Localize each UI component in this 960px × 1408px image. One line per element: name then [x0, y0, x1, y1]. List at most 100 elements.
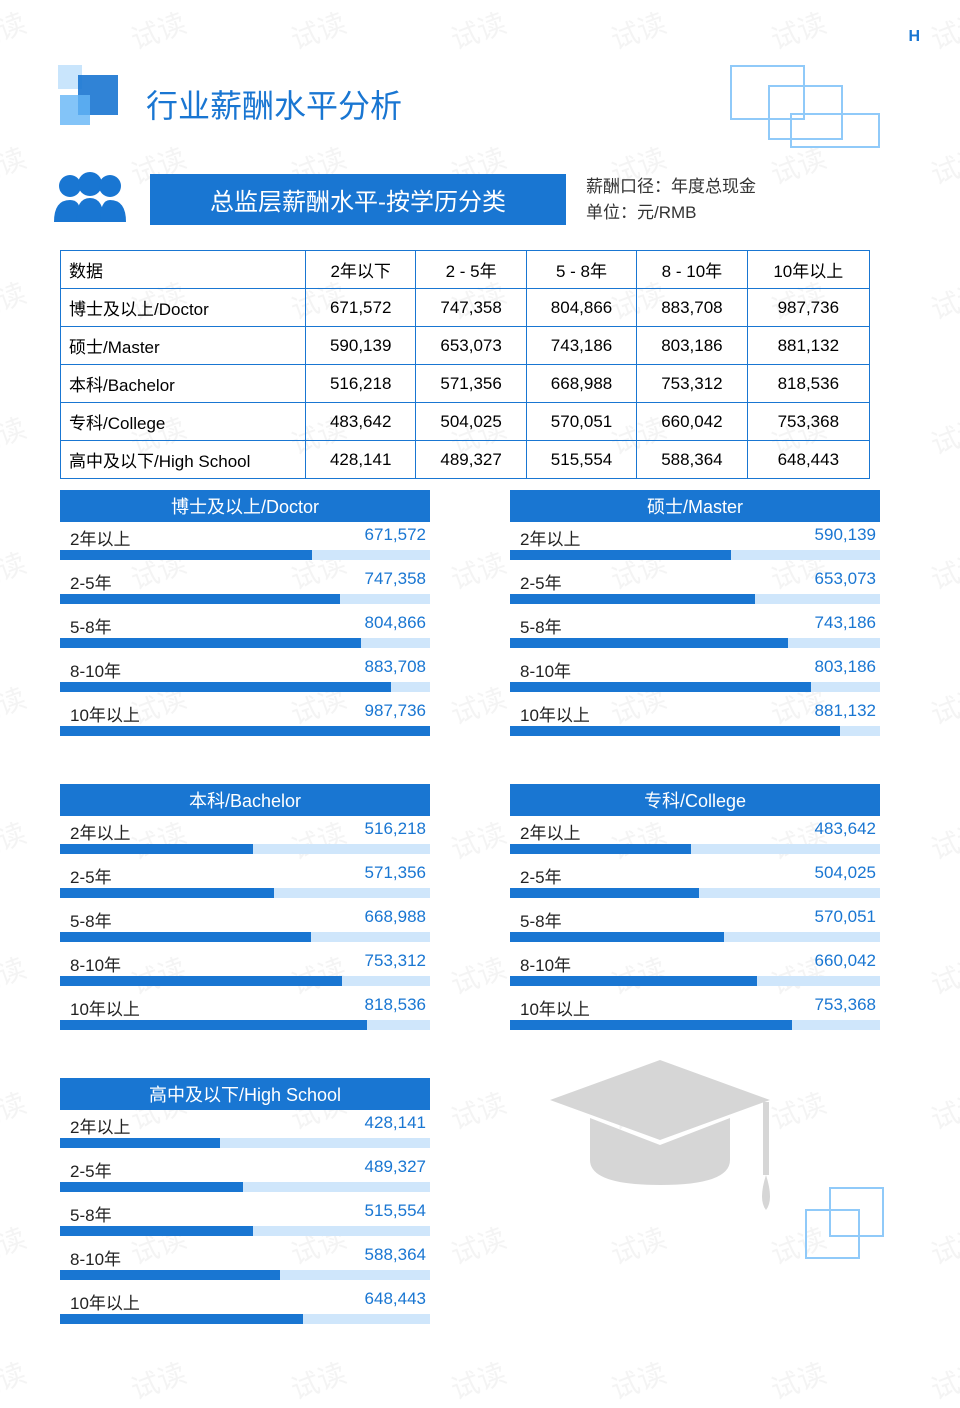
- bar-label: 5-8年: [70, 1201, 112, 1226]
- bar-card: 本科/Bachelor2年以上516,2182-5年571,356 5-8年 668…: [60, 784, 430, 1036]
- bar-fill: [60, 682, 391, 692]
- bar-fill: [510, 638, 788, 648]
- bar-row: 5-8年 570,051: [510, 904, 880, 948]
- bar-value: 747,358: [365, 569, 426, 589]
- subtitle-row: 总监层薪酬水平-按学历分类 薪酬口径：年度总现金 单位：元/RMB: [50, 172, 900, 227]
- bar-label: 5-8年: [520, 907, 562, 932]
- header-row: 行业薪酬水平分析: [50, 65, 900, 160]
- table-row: 本科/Bachelor516,218571,356668,988753,3128…: [61, 365, 870, 403]
- bar-value: 590,139: [815, 525, 876, 545]
- bar-row: 2年以上 428,141: [60, 1110, 430, 1154]
- people-icon: [50, 172, 130, 227]
- bar-fill: [60, 1182, 243, 1192]
- bar-value: 660,042: [815, 951, 876, 971]
- bar-fill: [510, 888, 699, 898]
- salary-table: 数据2年以下2 - 5年5 - 8年8 - 10年10年以上博士及以上/Doct…: [60, 250, 870, 479]
- squares-icon: [50, 65, 128, 143]
- card-title: 专科/College: [510, 784, 880, 816]
- bar-fill: [510, 594, 755, 604]
- bar-row: 8-10年753,312: [60, 948, 430, 992]
- bar-label: 2-5年: [70, 1157, 112, 1182]
- table-cell: 516,218: [306, 365, 416, 403]
- bar-value: 489,327: [365, 1157, 426, 1177]
- bar-fill: [510, 550, 731, 560]
- corner-marker: H: [908, 28, 920, 46]
- row-label: 硕士/Master: [61, 327, 306, 365]
- bar-row: 5-8年 668,988: [60, 904, 430, 948]
- row-label: 本科/Bachelor: [61, 365, 306, 403]
- table-cell: 428,141: [306, 441, 416, 479]
- subtitle-banner: 总监层薪酬水平-按学历分类: [150, 174, 566, 225]
- bar-row: 8-10年660,042: [510, 948, 880, 992]
- bar-row: 8-10年588,364: [60, 1242, 430, 1286]
- decor-bottom-squares-icon: [805, 1187, 905, 1277]
- decor-squares-icon: [700, 65, 900, 160]
- graduation-cap-icon: [530, 1040, 790, 1220]
- bar-fill: [60, 1270, 280, 1280]
- table-cell: 668,988: [526, 365, 636, 403]
- bar-row: 10年以上987,736: [60, 698, 430, 742]
- table-header-cell: 8 - 10年: [637, 251, 747, 289]
- meta-line-2: 单位：元/RMB: [586, 200, 756, 226]
- bar-fill: [60, 844, 253, 854]
- bar-fill: [510, 976, 757, 986]
- table-cell: 590,139: [306, 327, 416, 365]
- bar-label: 2年以上: [520, 525, 580, 550]
- table-header-cell: 2年以下: [306, 251, 416, 289]
- table-cell: 818,536: [747, 365, 869, 403]
- bar-label: 8-10年: [70, 657, 121, 682]
- bar-value: 653,073: [815, 569, 876, 589]
- bar-row: 2-5年571,356: [60, 860, 430, 904]
- row-label: 高中及以下/High School: [61, 441, 306, 479]
- table-cell: 747,358: [416, 289, 526, 327]
- bar-value: 515,554: [365, 1201, 426, 1221]
- bar-row: 2-5年 489,327: [60, 1154, 430, 1198]
- bar-label: 2-5年: [70, 863, 112, 888]
- bar-value: 883,708: [365, 657, 426, 677]
- bar-fill: [60, 1020, 367, 1030]
- bar-label: 10年以上: [520, 701, 590, 726]
- bar-row: 2年以上516,218: [60, 816, 430, 860]
- bar-row: 2-5年504,025: [510, 860, 880, 904]
- row-label: 博士及以上/Doctor: [61, 289, 306, 327]
- bar-fill: [60, 932, 311, 942]
- bar-value: 881,132: [815, 701, 876, 721]
- table-cell: 515,554: [526, 441, 636, 479]
- table-cell: 588,364: [637, 441, 747, 479]
- bar-label: 2-5年: [70, 569, 112, 594]
- bar-value: 753,368: [815, 995, 876, 1015]
- table-header-cell: 5 - 8年: [526, 251, 636, 289]
- table-cell: 571,356: [416, 365, 526, 403]
- bar-value: 668,988: [365, 907, 426, 927]
- bar-value: 804,866: [365, 613, 426, 633]
- meta-line-1: 薪酬口径：年度总现金: [586, 174, 756, 200]
- card-title: 硕士/Master: [510, 490, 880, 522]
- bar-label: 5-8年: [520, 613, 562, 638]
- table-cell: 743,186: [526, 327, 636, 365]
- card-title: 本科/Bachelor: [60, 784, 430, 816]
- bar-fill: [60, 1138, 220, 1148]
- bar-value: 428,141: [365, 1113, 426, 1133]
- bar-value: 743,186: [815, 613, 876, 633]
- bar-label: 2年以上: [70, 1113, 130, 1138]
- table-cell: 881,132: [747, 327, 869, 365]
- bar-fill: [60, 638, 361, 648]
- bar-label: 5-8年: [70, 907, 112, 932]
- table-cell: 753,368: [747, 403, 869, 441]
- table-row: 专科/College483,642504,025570,051660,04275…: [61, 403, 870, 441]
- bar-label: 10年以上: [70, 1289, 140, 1314]
- bar-value: 588,364: [365, 1245, 426, 1265]
- table-row: 博士及以上/Doctor671,572747,358804,866883,708…: [61, 289, 870, 327]
- bar-value: 570,051: [815, 907, 876, 927]
- bar-fill: [60, 888, 274, 898]
- bar-value: 504,025: [815, 863, 876, 883]
- bar-fill: [510, 844, 691, 854]
- meta-text: 薪酬口径：年度总现金 单位：元/RMB: [586, 174, 756, 225]
- bar-value: 648,443: [365, 1289, 426, 1309]
- table-cell: 483,642: [306, 403, 416, 441]
- bar-row: 2年以上671,572: [60, 522, 430, 566]
- bar-fill: [510, 726, 840, 736]
- bar-label: 10年以上: [70, 995, 140, 1020]
- bar-row: 2-5年653,073: [510, 566, 880, 610]
- bar-label: 10年以上: [70, 701, 140, 726]
